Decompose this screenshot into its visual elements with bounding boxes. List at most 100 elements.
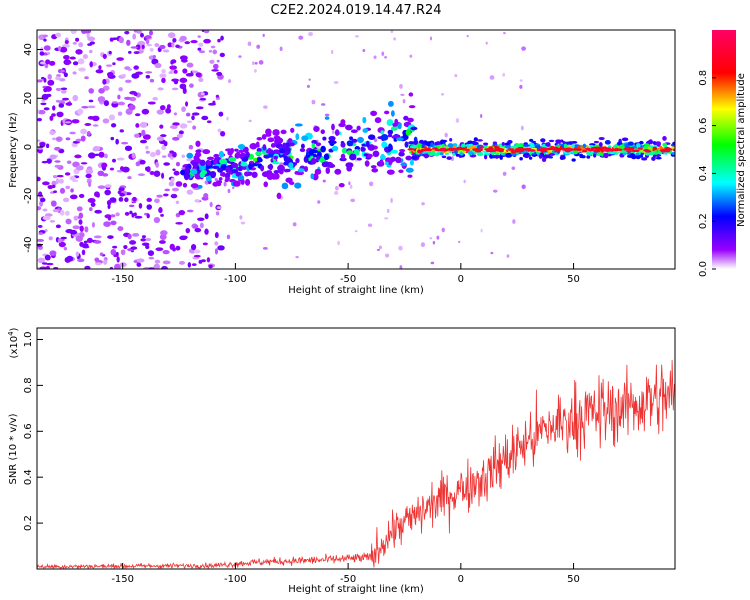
- noise-blob: [117, 111, 123, 116]
- ridge-blob: [334, 168, 342, 175]
- noise-blob: [373, 138, 378, 142]
- noise-blob: [189, 83, 194, 88]
- noise-blob: [171, 187, 179, 192]
- y-tick-label: 20: [23, 92, 34, 105]
- noise-blob: [331, 49, 334, 54]
- noise-blob: [198, 50, 206, 54]
- line-core: [554, 149, 561, 153]
- noise-blob: [133, 51, 140, 55]
- noise-blob: [72, 41, 77, 45]
- ridge-blob: [277, 164, 285, 172]
- line-core: [489, 149, 497, 153]
- noise-blob: [60, 236, 68, 240]
- noise-blob: [116, 57, 124, 61]
- noise-blob: [78, 193, 85, 199]
- ridge-blob: [374, 117, 382, 124]
- line-blob: [586, 155, 591, 159]
- noise-blob: [139, 159, 146, 165]
- noise-blob: [115, 212, 120, 217]
- line-blob: [441, 143, 445, 147]
- ridge-blob: [303, 156, 309, 163]
- line-blob: [494, 154, 499, 159]
- noise-blob: [149, 78, 155, 83]
- ridge-blob: [320, 129, 325, 135]
- noise-blob: [124, 96, 132, 100]
- line-blob: [548, 139, 555, 143]
- noise-blob: [50, 200, 57, 207]
- noise-blob: [110, 136, 115, 141]
- noise-blob: [247, 41, 252, 47]
- ridge-blob: [182, 182, 188, 188]
- line-core: [472, 148, 477, 151]
- line-blob: [603, 152, 609, 158]
- noise-blob: [133, 212, 137, 217]
- noise-blob: [159, 124, 164, 129]
- ridge-blob: [237, 167, 243, 172]
- noise-blob: [191, 115, 195, 121]
- x-tick-label: 0: [458, 574, 464, 585]
- noise-blob: [214, 248, 219, 255]
- noise-blob: [69, 56, 76, 60]
- noise-blob: [130, 46, 138, 49]
- noise-blob: [262, 247, 268, 250]
- noise-blob: [170, 177, 175, 182]
- noise-blob: [89, 207, 93, 212]
- ridge-blob: [274, 149, 280, 154]
- noise-blob: [155, 161, 160, 168]
- ridge-blob: [234, 148, 239, 152]
- noise-blob: [317, 200, 321, 204]
- ridge-blob: [267, 137, 275, 143]
- noise-blob: [373, 55, 377, 59]
- line-blob: [548, 153, 556, 156]
- noise-blob: [148, 256, 155, 260]
- noise-blob: [40, 102, 47, 106]
- line-blob: [523, 144, 530, 147]
- noise-blob: [41, 160, 48, 164]
- noise-blob: [384, 217, 389, 220]
- noise-blob: [98, 65, 102, 70]
- noise-blob: [46, 158, 52, 164]
- colorbar-tick-label: 0.4: [698, 165, 709, 181]
- line-blob: [507, 139, 513, 144]
- noise-blob: [385, 253, 390, 258]
- ridge-blob: [346, 140, 354, 147]
- noise-blob: [63, 72, 68, 78]
- noise-blob: [231, 186, 235, 190]
- line-blob: [593, 140, 599, 144]
- noise-blob: [173, 112, 177, 116]
- noise-blob: [42, 34, 48, 38]
- noise-blob: [118, 36, 124, 44]
- noise-blob: [110, 248, 117, 256]
- noise-blob: [48, 236, 53, 241]
- noise-blob: [91, 222, 95, 228]
- noise-blob: [88, 99, 94, 103]
- noise-blob: [93, 235, 102, 239]
- noise-blob: [186, 62, 194, 68]
- noise-blob: [75, 235, 83, 242]
- ridge-blob: [322, 136, 327, 141]
- noise-blob: [171, 87, 179, 91]
- noise-blob: [390, 30, 394, 34]
- noise-blob: [105, 64, 113, 67]
- ridge-blob: [295, 158, 300, 164]
- ridge-blob: [387, 133, 393, 138]
- noise-blob: [214, 232, 219, 239]
- noise-blob: [135, 123, 140, 128]
- noise-blob: [94, 153, 100, 157]
- x-tick-label: -50: [340, 574, 356, 585]
- noise-blob: [49, 115, 54, 121]
- line-core: [637, 147, 643, 150]
- ridge-blob: [190, 183, 199, 189]
- noise-blob: [125, 109, 133, 113]
- line-blob: [416, 143, 423, 148]
- noise-blob: [179, 55, 188, 61]
- noise-blob: [128, 104, 136, 111]
- ridge-blob: [407, 117, 414, 123]
- noise-blob: [109, 167, 115, 171]
- ridge-blob: [194, 173, 201, 178]
- x-tick-label: -150: [111, 574, 134, 585]
- noise-blob: [147, 101, 156, 105]
- ridge-blob: [340, 153, 346, 160]
- noise-blob: [220, 35, 224, 41]
- noise-blob: [163, 193, 169, 197]
